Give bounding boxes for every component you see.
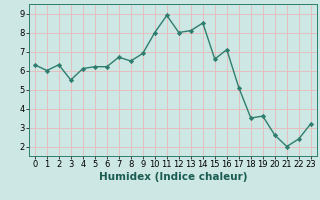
X-axis label: Humidex (Indice chaleur): Humidex (Indice chaleur): [99, 172, 247, 182]
